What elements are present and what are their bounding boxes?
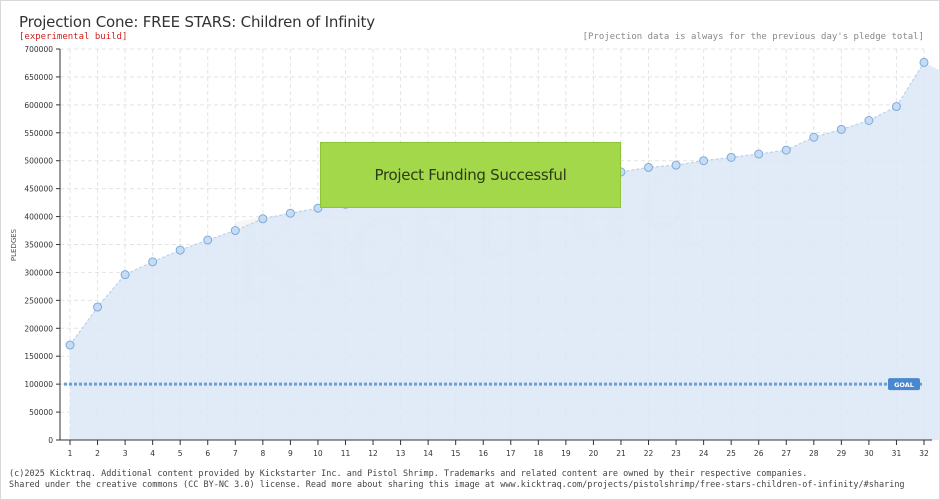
x-tick-label: 3 [123, 449, 128, 458]
footer-copyright: (c)2025 Kicktraq. Additional content pro… [9, 469, 808, 479]
y-tick-label: 50000 [29, 408, 53, 417]
footer-sharing: Shared under the creative commons (CC BY… [9, 479, 905, 490]
data-point [258, 214, 268, 224]
y-tick-label: 300000 [24, 268, 53, 277]
data-point [65, 340, 75, 350]
x-tick-label: 8 [260, 449, 265, 458]
x-tick-label: 13 [396, 449, 406, 458]
x-tick-label: 32 [919, 449, 929, 458]
y-tick-label: 150000 [24, 352, 53, 361]
data-point [919, 57, 929, 67]
x-tick-label: 9 [288, 449, 293, 458]
funding-successful-banner: Project Funding Successful [320, 142, 621, 208]
x-tick-label: 10 [313, 449, 323, 458]
projection-note: [Projection data is always for the previ… [582, 32, 924, 42]
goal-badge [888, 378, 920, 391]
goal-label: GOAL [894, 381, 914, 389]
x-tick-label: 14 [423, 449, 433, 458]
y-tick-label: 700000 [24, 45, 53, 54]
x-tick-label: 20 [589, 449, 599, 458]
data-point [891, 102, 901, 112]
y-tick-label: 650000 [24, 73, 53, 82]
data-point [644, 162, 654, 172]
x-tick-label: 29 [837, 449, 847, 458]
data-point [93, 302, 103, 312]
x-tick-label: 11 [341, 449, 351, 458]
x-tick-label: 28 [809, 449, 819, 458]
x-tick-label: 4 [150, 449, 155, 458]
x-tick-label: 12 [368, 449, 378, 458]
footer: (c)2025 Kicktraq. Additional content pro… [9, 469, 905, 490]
x-tick-label: 30 [864, 449, 874, 458]
x-tick-label: 21 [616, 449, 626, 458]
y-axis-label: PLEDGES [10, 228, 18, 261]
data-point [864, 115, 874, 125]
data-point [148, 257, 158, 267]
data-point [203, 235, 213, 245]
banner-text: Project Funding Successful [374, 166, 567, 184]
x-tick-label: 15 [451, 449, 461, 458]
data-point [754, 149, 764, 159]
y-tick-label: 0 [48, 436, 53, 445]
data-point [175, 245, 185, 255]
y-tick-label: 350000 [24, 241, 53, 250]
data-point [285, 208, 295, 218]
x-tick-label: 2 [95, 449, 100, 458]
x-tick-label: 7 [233, 449, 238, 458]
x-tick-label: 25 [726, 449, 736, 458]
x-tick-label: 16 [478, 449, 488, 458]
x-tick-label: 22 [644, 449, 654, 458]
build-label: [experimental build] [19, 32, 128, 42]
data-point [313, 203, 323, 213]
x-tick-label: 27 [781, 449, 791, 458]
y-tick-label: 200000 [24, 324, 53, 333]
y-tick-label: 100000 [24, 380, 53, 389]
data-point [120, 270, 130, 280]
x-tick-label: 23 [671, 449, 681, 458]
x-tick-label: 26 [754, 449, 764, 458]
data-point [230, 226, 240, 236]
data-point [671, 160, 681, 170]
y-tick-label: 500000 [24, 157, 53, 166]
y-tick-label: 550000 [24, 129, 53, 138]
chart-title: Projection Cone: FREE STARS: Children of… [19, 13, 375, 31]
data-point [726, 152, 736, 162]
data-point [781, 145, 791, 155]
x-tick-label: 24 [699, 449, 709, 458]
y-tick-label: 600000 [24, 101, 53, 110]
x-tick-label: 1 [68, 449, 73, 458]
x-tick-label: 5 [178, 449, 183, 458]
x-tick-label: 17 [506, 449, 516, 458]
data-point [809, 132, 819, 142]
y-tick-label: 400000 [24, 213, 53, 222]
x-tick-label: 18 [534, 449, 544, 458]
pledge-line [69, 62, 925, 346]
x-tick-label: 19 [561, 449, 571, 458]
data-point [836, 124, 846, 134]
pledge-area [70, 62, 940, 441]
y-tick-label: 450000 [24, 185, 53, 194]
data-point [699, 156, 709, 166]
x-tick-label: 31 [892, 449, 902, 458]
x-tick-label: 6 [205, 449, 210, 458]
y-tick-label: 250000 [24, 296, 53, 305]
